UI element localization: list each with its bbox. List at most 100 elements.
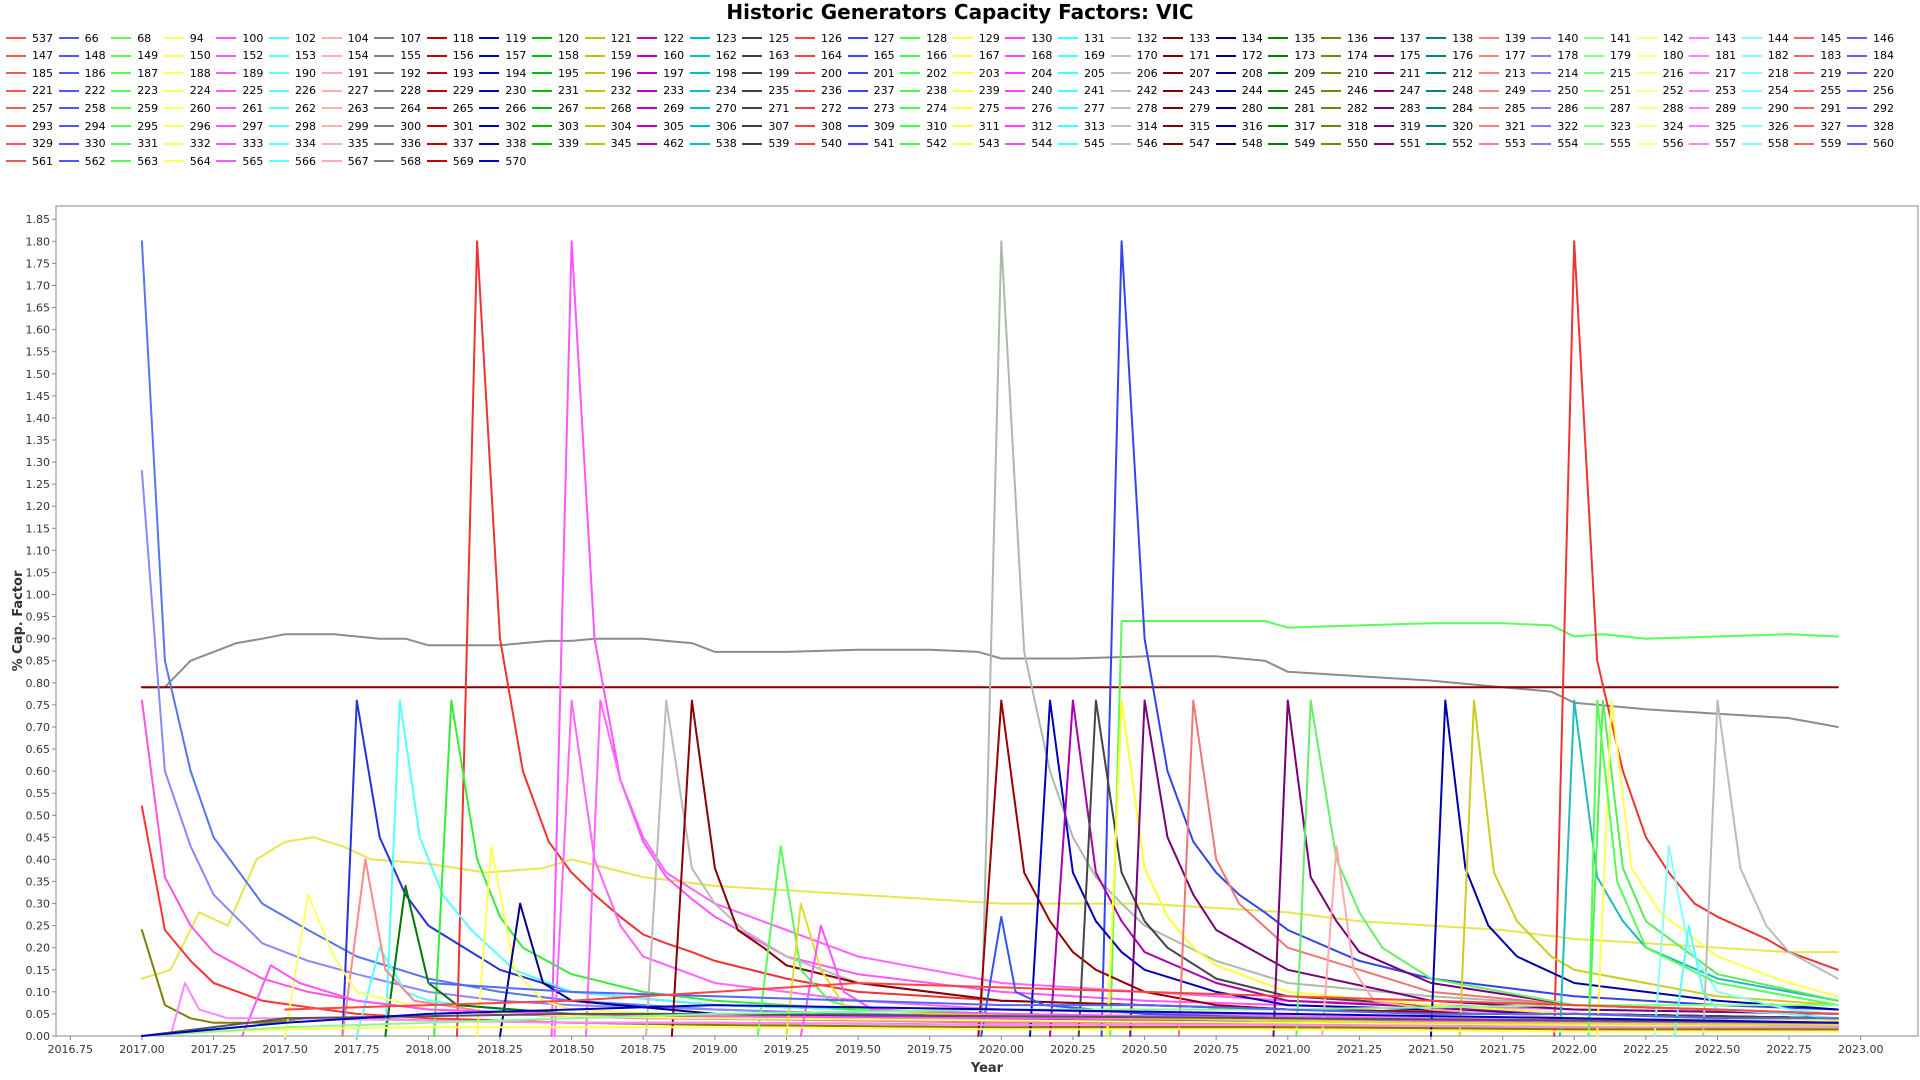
y-tick-label: 0.25 (26, 920, 51, 933)
legend-item-236: 236 (795, 83, 842, 99)
legend-swatch (269, 125, 289, 127)
legend-label: 327 (1820, 119, 1842, 133)
x-tick-label: 2017.25 (191, 1043, 237, 1056)
legend-item-225: 225 (216, 83, 263, 99)
legend-label: 275 (978, 101, 1000, 115)
legend-swatch (479, 142, 500, 145)
legend-item-242: 242 (1110, 83, 1158, 99)
legend-swatch (532, 107, 552, 110)
legend-label: 323 (1610, 119, 1631, 133)
legend-item-249: 249 (1478, 83, 1526, 99)
x-tick-label: 2020.50 (1122, 1043, 1168, 1056)
legend-label: 276 (1031, 101, 1053, 115)
legend-swatch (1268, 72, 1289, 75)
legend-swatch (1215, 72, 1236, 75)
legend-label: 126 (821, 31, 842, 45)
legend-swatch (426, 37, 447, 39)
legend-label: 318 (1347, 119, 1368, 133)
legend-item-241: 241 (1058, 83, 1105, 99)
legend-label: 299 (347, 119, 369, 133)
legend-item-149: 149 (111, 48, 158, 64)
legend-label: 567 (347, 154, 369, 168)
legend-item-252: 252 (1636, 83, 1684, 99)
legend-label: 545 (1084, 137, 1105, 151)
legend-item-186: 186 (58, 65, 106, 81)
legend-label: 259 (137, 101, 159, 115)
legend-swatch (1584, 89, 1604, 92)
legend-label: 294 (84, 119, 106, 133)
legend-item-129: 129 (952, 30, 1000, 46)
legend-swatch (1636, 89, 1657, 92)
legend-swatch (426, 54, 447, 57)
legend-item-171: 171 (1163, 48, 1210, 64)
legend-label: 159 (610, 49, 632, 63)
legend-swatch (742, 89, 763, 92)
legend-swatch (1531, 107, 1552, 110)
legend-item-198: 198 (689, 65, 737, 81)
legend-label: 225 (242, 84, 264, 98)
legend-label: 310 (926, 119, 948, 133)
legend-label: 256 (1873, 84, 1894, 98)
legend-label: 242 (1136, 84, 1158, 98)
legend-label: 136 (1347, 31, 1368, 45)
legend-label: 164 (821, 49, 842, 63)
legend-swatch (269, 37, 289, 39)
legend-item-120: 120 (532, 30, 579, 46)
legend-item-192: 192 (374, 65, 421, 81)
legend-item-283: 283 (1373, 100, 1421, 116)
legend-item-201: 201 (847, 65, 895, 81)
legend-item-144: 144 (1741, 30, 1789, 46)
legend-item-269: 269 (637, 100, 684, 116)
legend-swatch (1531, 54, 1552, 57)
legend-item-553: 553 (1478, 136, 1526, 152)
legend-swatch (1163, 54, 1184, 57)
legend-item-94: 94 (163, 30, 204, 46)
legend-swatch (58, 125, 79, 127)
legend-item-163: 163 (742, 48, 789, 64)
legend-item-118: 118 (426, 30, 474, 46)
legend-swatch (163, 54, 184, 57)
legend-item-167: 167 (952, 48, 1000, 64)
legend-item-266: 266 (479, 100, 526, 116)
legend-label: 247 (1399, 84, 1421, 98)
legend-swatch (584, 89, 605, 92)
legend-label: 175 (1399, 49, 1421, 63)
legend-swatch (1741, 142, 1762, 145)
legend-item-562: 562 (58, 153, 106, 169)
legend-swatch (900, 142, 921, 145)
legend-item-311: 311 (952, 118, 1000, 134)
series-line-200 (140, 1004, 1839, 1037)
legend-swatch (1847, 89, 1867, 92)
legend-label: 146 (1873, 31, 1894, 45)
legend-item-153: 153 (269, 48, 316, 64)
legend-item-339: 339 (532, 136, 579, 152)
legend-swatch (584, 107, 605, 110)
legend-label: 315 (1189, 119, 1211, 133)
legend-swatch (1636, 107, 1657, 110)
legend-item-308: 308 (795, 118, 842, 134)
legend-label: 300 (400, 119, 422, 133)
legend-swatch (58, 142, 79, 145)
legend-item-563: 563 (111, 153, 158, 169)
x-tick-label: 2022.00 (1551, 1043, 1597, 1056)
legend-swatch (1741, 54, 1762, 57)
legend-swatch (216, 72, 237, 75)
series-line-564 (1109, 620, 1839, 1037)
legend-item-235: 235 (742, 83, 789, 99)
legend-label: 137 (1399, 31, 1421, 45)
legend-item-254: 254 (1741, 83, 1789, 99)
legend-label: 285 (1504, 101, 1526, 115)
legend-swatch (1794, 89, 1815, 92)
legend-item-569: 569 (426, 153, 474, 169)
legend-swatch (795, 142, 815, 145)
y-axis-title: % Cap. Factor (11, 570, 26, 671)
legend-label: 121 (610, 31, 632, 45)
legend-item-152: 152 (216, 48, 263, 64)
legend-swatch (900, 89, 921, 92)
legend-swatch (1058, 37, 1078, 39)
legend-label: 218 (1767, 66, 1789, 80)
legend-swatch (900, 72, 921, 75)
legend-swatch (111, 107, 132, 110)
legend-swatch (1847, 107, 1867, 110)
series-line-245 (1295, 699, 1839, 1037)
